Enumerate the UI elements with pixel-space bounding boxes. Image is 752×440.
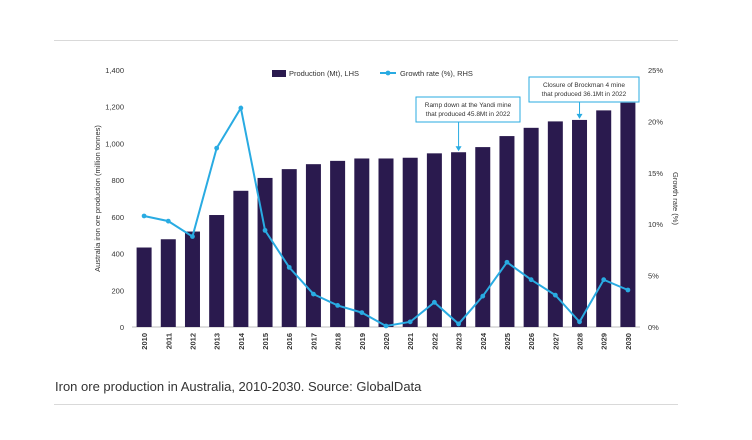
x-tick-label: 2011 <box>164 333 173 349</box>
production-bar <box>620 102 636 327</box>
annotation-box <box>415 96 521 123</box>
x-tick-label: 2020 <box>382 333 391 350</box>
annotation-box <box>528 76 640 103</box>
annotation-arrowhead <box>455 146 462 152</box>
y-left-tick-label: 0 <box>120 323 124 332</box>
y-left-tick-label: 400 <box>111 250 124 259</box>
production-bar <box>475 147 491 327</box>
growth-rate-point <box>335 303 341 308</box>
annotation-text: Closure of Brockman 4 mine <box>543 82 625 89</box>
y-right-axis-title: Growth rate (%) <box>671 172 680 225</box>
growth-rate-point <box>407 319 413 325</box>
growth-rate-point <box>286 264 292 270</box>
x-tick-label: 2015 <box>261 333 270 350</box>
legend-growth-marker <box>385 70 391 76</box>
y-right-tick-label: 15% <box>648 169 663 178</box>
growth-rate-point <box>141 213 147 219</box>
growth-rate-point <box>383 323 389 329</box>
legend-production-swatch <box>272 70 286 77</box>
production-bar <box>572 119 588 327</box>
growth-rate-point <box>552 292 558 298</box>
production-bar <box>136 247 152 327</box>
x-tick-label: 2028 <box>576 333 585 350</box>
production-bar <box>451 152 467 327</box>
legend-growth-label: Growth rate (%), RHS <box>400 69 473 78</box>
growth-rate-point <box>625 287 631 293</box>
x-tick-label: 2026 <box>527 333 536 350</box>
x-tick-label: 2025 <box>503 333 512 350</box>
chart: 0 200 400 600 800 1,000 1,200 1,400 0% 5% 10% 15% 20… <box>93 66 680 350</box>
x-tick-label: 2024 <box>479 332 488 350</box>
x-tick-label: 2019 <box>358 333 367 350</box>
growth-rate-point <box>262 227 268 233</box>
x-tick-label: 2029 <box>600 333 609 350</box>
growth-rate-point <box>528 277 534 283</box>
production-bar <box>547 121 563 328</box>
growth-rate-point <box>311 291 316 297</box>
production-bar <box>426 153 442 327</box>
y-left-tick-label: 600 <box>111 213 124 222</box>
y-left-tick-label: 1,200 <box>105 103 124 112</box>
y-right-tick-label: 20% <box>648 117 663 126</box>
x-tick-label: 2027 <box>551 333 560 350</box>
annotation-text: that produced 36.1Mt in 2022 <box>542 91 627 98</box>
production-bar <box>184 231 200 327</box>
production-bar <box>281 169 297 327</box>
growth-rate-point <box>504 259 510 265</box>
annotation-arrowhead <box>576 113 583 119</box>
growth-rate-point <box>214 145 220 151</box>
growth-rate-point <box>190 234 195 239</box>
production-bar <box>499 136 515 327</box>
top-divider <box>54 40 678 41</box>
production-bar <box>402 157 418 327</box>
production-bar <box>160 239 176 327</box>
x-tick-label: 2010 <box>140 333 149 350</box>
x-tick-label: 2013 <box>213 333 222 350</box>
production-bar <box>523 127 539 327</box>
y-left-tick-label: 200 <box>111 286 124 295</box>
production-bar <box>305 164 321 327</box>
production-bar <box>354 158 370 327</box>
y-left-tick-label: 1,000 <box>105 139 124 148</box>
growth-rate-point <box>359 310 365 316</box>
x-tick-label: 2022 <box>430 333 439 350</box>
x-tick-label: 2014 <box>237 332 246 350</box>
growth-rate-point <box>480 293 486 299</box>
y-right-tick-label: 25% <box>648 66 663 75</box>
production-bar <box>233 190 249 327</box>
annotation-text: that produced 45.8Mt in 2022 <box>426 111 511 118</box>
x-tick-label: 2023 <box>455 333 464 350</box>
y-left-tick-label: 1,400 <box>105 66 124 75</box>
annotation-text: Ramp down at the Yandi mine <box>425 102 512 109</box>
y-right-tick-label: 0% <box>648 323 659 332</box>
y-left-tick-label: 800 <box>111 176 124 185</box>
production-bar <box>596 110 612 327</box>
growth-rate-point <box>431 299 437 305</box>
x-tick-label: 2018 <box>334 333 343 350</box>
x-tick-label: 2017 <box>309 333 318 350</box>
production-bar <box>378 158 394 327</box>
y-left-axis-title: Australia iron ore production (million t… <box>93 125 102 272</box>
bottom-divider <box>54 404 678 405</box>
legend-production-label: Production (Mt), LHS <box>289 69 359 78</box>
x-tick-label: 2016 <box>285 333 294 350</box>
growth-rate-point <box>238 105 244 111</box>
y-right-tick-label: 5% <box>648 272 659 281</box>
chart-caption: Iron ore production in Australia, 2010-2… <box>55 379 422 394</box>
x-tick-label: 2021 <box>406 333 415 350</box>
y-right-tick-label: 10% <box>648 220 663 229</box>
production-bar <box>209 215 225 327</box>
x-tick-label: 2030 <box>624 333 633 350</box>
production-bar <box>330 160 346 327</box>
growth-rate-point <box>601 277 607 283</box>
growth-rate-point <box>456 321 461 327</box>
growth-rate-point <box>165 218 171 224</box>
growth-rate-point <box>577 319 582 325</box>
x-tick-label: 2012 <box>188 333 197 350</box>
